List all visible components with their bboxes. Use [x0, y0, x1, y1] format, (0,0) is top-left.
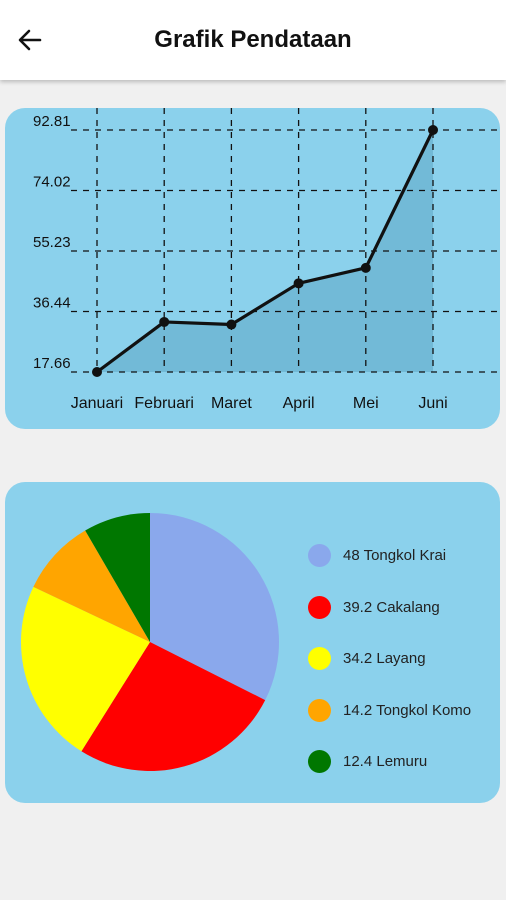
legend-item: 12.4 Lemuru — [308, 736, 503, 788]
app-bar: Grafik Pendataan — [0, 0, 506, 80]
data-point — [428, 125, 438, 135]
y-tick-label: 92.81 — [33, 113, 71, 130]
line-chart: 17.66 36.44 55.23 74.02 92.81 Januari Februari… — [33, 108, 500, 412]
y-tick-label: 55.23 — [33, 234, 71, 251]
data-point — [92, 367, 102, 377]
back-button[interactable] — [10, 20, 50, 60]
x-tick-label: Maret — [211, 395, 252, 412]
pie-chart-card — [5, 482, 500, 803]
legend-item: 34.2 Layang — [308, 633, 503, 685]
pie-slice — [85, 513, 150, 642]
legend-label: 34.2 Layang — [343, 650, 426, 668]
legend-item: 14.2 Tongkol Komo — [308, 685, 503, 737]
pie-legend: 48 Tongkol Krai 39.2 Cakalang 34.2 Layang 1… — [308, 530, 503, 788]
pie-slice — [20, 586, 150, 752]
legend-label: 48 Tongkol Krai — [343, 547, 447, 565]
y-tick-label: 17.66 — [33, 355, 71, 372]
data-point — [360, 262, 371, 273]
y-tick-label: 74.02 — [33, 174, 71, 191]
legend-label: 12.4 Lemuru — [343, 753, 428, 771]
pie-slice — [150, 513, 279, 701]
legend-swatch — [308, 750, 331, 774]
legend-swatch — [308, 698, 331, 722]
x-tick-label: Juni — [418, 395, 447, 412]
x-tick-label: Februari — [134, 395, 194, 412]
page-title: Grafik Pendataan — [154, 26, 352, 53]
y-tick-label: 36.44 — [33, 295, 71, 312]
pie-slice — [81, 642, 266, 771]
data-point — [226, 319, 237, 330]
series-line — [96, 129, 435, 374]
pie-slice — [33, 530, 150, 642]
legend-item: 39.2 Cakalang — [308, 582, 503, 634]
legend-item: 48 Tongkol Krai — [308, 530, 503, 582]
x-tick-label: Mei — [353, 395, 379, 412]
x-tick-label: Januari — [71, 395, 123, 412]
line-chart-card: 17.66 36.44 55.23 74.02 92.81 Januari Februari… — [5, 108, 500, 429]
x-tick-label: April — [283, 395, 315, 412]
legend-swatch — [308, 647, 331, 671]
legend-swatch — [308, 595, 331, 619]
data-point — [293, 278, 304, 289]
legend-label: 39.2 Cakalang — [343, 598, 440, 616]
legend-label: 14.2 Tongkol Komo — [343, 701, 472, 719]
data-point — [159, 316, 170, 327]
legend-swatch — [308, 544, 331, 568]
pie-chart — [20, 513, 279, 771]
arrow-left-icon — [18, 29, 42, 51]
